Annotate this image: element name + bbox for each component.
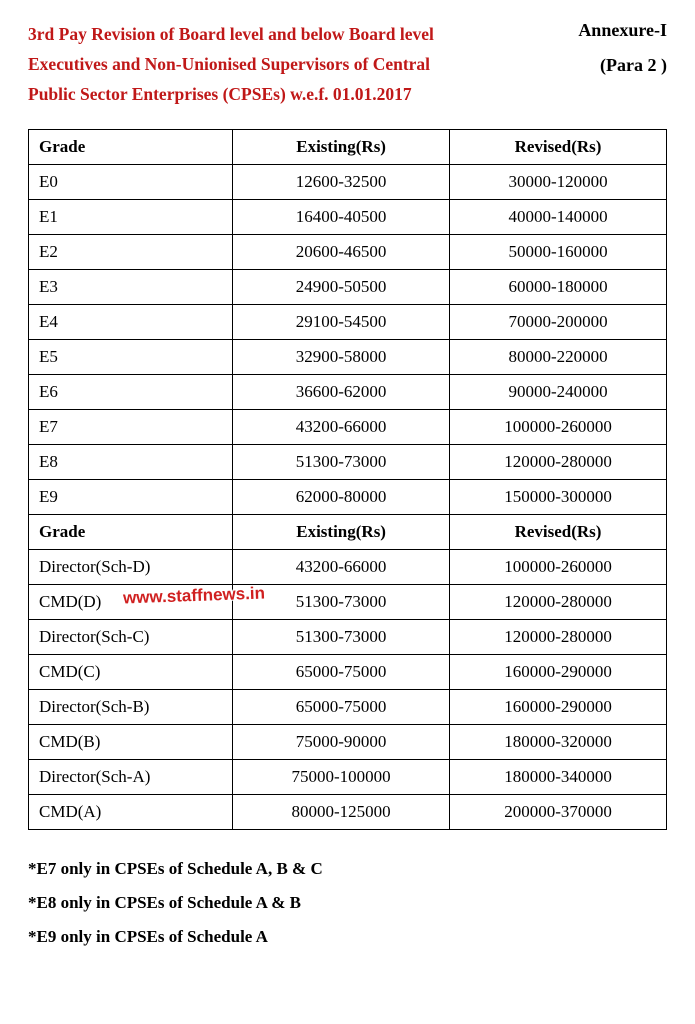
cell-revised: 120000-280000	[450, 620, 667, 655]
cell-revised: 90000-240000	[450, 375, 667, 410]
col-header-grade: Grade	[29, 515, 233, 550]
cell-grade: E4	[29, 305, 233, 340]
cell-grade: CMD(C)	[29, 655, 233, 690]
cell-revised: 100000-260000	[450, 410, 667, 445]
col-header-existing: Existing(Rs)	[233, 130, 450, 165]
pay-table: Grade Existing(Rs) Revised(Rs) E0 12600-…	[28, 129, 667, 830]
cell-existing: 75000-100000	[233, 760, 450, 795]
table-row: E4 29100-54500 70000-200000	[29, 305, 667, 340]
cell-revised: 40000-140000	[450, 200, 667, 235]
cell-existing: 51300-73000	[233, 585, 450, 620]
table-header-row: Grade Existing(Rs) Revised(Rs)	[29, 130, 667, 165]
cell-grade-text: CMD(D)	[39, 592, 101, 611]
cell-grade: E0	[29, 165, 233, 200]
table-row: E9 62000-80000 150000-300000	[29, 480, 667, 515]
cell-revised: 80000-220000	[450, 340, 667, 375]
cell-revised: 50000-160000	[450, 235, 667, 270]
cell-revised: 70000-200000	[450, 305, 667, 340]
cell-existing: 51300-73000	[233, 445, 450, 480]
cell-existing: 80000-125000	[233, 795, 450, 830]
table-row: E8 51300-73000 120000-280000	[29, 445, 667, 480]
table-row: E1 16400-40500 40000-140000	[29, 200, 667, 235]
table-row: E3 24900-50500 60000-180000	[29, 270, 667, 305]
annexure-label: Annexure-I	[578, 20, 667, 41]
cell-existing: 36600-62000	[233, 375, 450, 410]
col-header-revised: Revised(Rs)	[450, 515, 667, 550]
cell-grade: CMD(B)	[29, 725, 233, 760]
para-label: (Para 2 )	[578, 55, 667, 76]
cell-grade: Director(Sch-C)	[29, 620, 233, 655]
cell-existing: 43200-66000	[233, 410, 450, 445]
page-title: 3rd Pay Revision of Board level and belo…	[28, 20, 468, 109]
cell-grade: E6	[29, 375, 233, 410]
table-row: Director(Sch-B) 65000-75000 160000-29000…	[29, 690, 667, 725]
table-subheader-row: Grade Existing(Rs) Revised(Rs)	[29, 515, 667, 550]
cell-existing: 43200-66000	[233, 550, 450, 585]
cell-grade: Director(Sch-B)	[29, 690, 233, 725]
cell-revised: 120000-280000	[450, 445, 667, 480]
cell-revised: 150000-300000	[450, 480, 667, 515]
footnote-line: *E9 only in CPSEs of Schedule A	[28, 920, 667, 954]
cell-existing: 51300-73000	[233, 620, 450, 655]
cell-existing: 75000-90000	[233, 725, 450, 760]
watermark-wrap: CMD(D) www.staffnews.in	[39, 592, 222, 612]
cell-grade: E5	[29, 340, 233, 375]
table-row: E2 20600-46500 50000-160000	[29, 235, 667, 270]
col-header-revised: Revised(Rs)	[450, 130, 667, 165]
table-row: CMD(B) 75000-90000 180000-320000	[29, 725, 667, 760]
table-row: E7 43200-66000 100000-260000	[29, 410, 667, 445]
cell-grade: E3	[29, 270, 233, 305]
cell-grade: E9	[29, 480, 233, 515]
col-header-existing: Existing(Rs)	[233, 515, 450, 550]
cell-existing: 65000-75000	[233, 655, 450, 690]
cell-existing: 20600-46500	[233, 235, 450, 270]
footnote-line: *E7 only in CPSEs of Schedule A, B & C	[28, 852, 667, 886]
cell-existing: 62000-80000	[233, 480, 450, 515]
table-row: Director(Sch-A) 75000-100000 180000-3400…	[29, 760, 667, 795]
cell-existing: 24900-50500	[233, 270, 450, 305]
header-row: 3rd Pay Revision of Board level and belo…	[28, 20, 667, 109]
cell-grade: Director(Sch-D)	[29, 550, 233, 585]
cell-grade: E7	[29, 410, 233, 445]
table-row: Director(Sch-D) 43200-66000 100000-26000…	[29, 550, 667, 585]
table-row: E5 32900-58000 80000-220000	[29, 340, 667, 375]
cell-revised: 120000-280000	[450, 585, 667, 620]
cell-revised: 160000-290000	[450, 655, 667, 690]
cell-grade: CMD(D) www.staffnews.in	[29, 585, 233, 620]
table-row: Director(Sch-C) 51300-73000 120000-28000…	[29, 620, 667, 655]
cell-existing: 65000-75000	[233, 690, 450, 725]
annexure-block: Annexure-I (Para 2 )	[578, 20, 667, 76]
table-row: CMD(D) www.staffnews.in 51300-73000 1200…	[29, 585, 667, 620]
col-header-grade: Grade	[29, 130, 233, 165]
cell-grade: CMD(A)	[29, 795, 233, 830]
document-page: 3rd Pay Revision of Board level and belo…	[0, 0, 695, 974]
table-row: E6 36600-62000 90000-240000	[29, 375, 667, 410]
cell-revised: 180000-320000	[450, 725, 667, 760]
footnote-line: *E8 only in CPSEs of Schedule A & B	[28, 886, 667, 920]
cell-existing: 12600-32500	[233, 165, 450, 200]
table-row: E0 12600-32500 30000-120000	[29, 165, 667, 200]
cell-revised: 30000-120000	[450, 165, 667, 200]
cell-revised: 180000-340000	[450, 760, 667, 795]
cell-revised: 200000-370000	[450, 795, 667, 830]
table-row: CMD(C) 65000-75000 160000-290000	[29, 655, 667, 690]
cell-existing: 16400-40500	[233, 200, 450, 235]
cell-grade: Director(Sch-A)	[29, 760, 233, 795]
cell-revised: 100000-260000	[450, 550, 667, 585]
cell-revised: 60000-180000	[450, 270, 667, 305]
cell-existing: 29100-54500	[233, 305, 450, 340]
cell-grade: E1	[29, 200, 233, 235]
cell-grade: E8	[29, 445, 233, 480]
footnotes: *E7 only in CPSEs of Schedule A, B & C *…	[28, 852, 667, 954]
cell-existing: 32900-58000	[233, 340, 450, 375]
cell-revised: 160000-290000	[450, 690, 667, 725]
cell-grade: E2	[29, 235, 233, 270]
table-row: CMD(A) 80000-125000 200000-370000	[29, 795, 667, 830]
